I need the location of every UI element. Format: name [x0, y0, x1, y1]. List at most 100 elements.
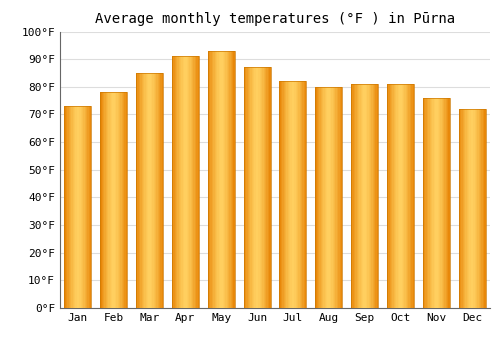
Bar: [298, 81, 300, 308]
Bar: [320, 87, 322, 308]
Bar: [248, 68, 249, 308]
Bar: [143, 73, 144, 308]
Bar: [448, 98, 450, 308]
Bar: [446, 98, 447, 308]
Bar: [410, 84, 411, 308]
Bar: [218, 51, 220, 308]
Bar: [462, 109, 464, 308]
Bar: [427, 98, 428, 308]
Bar: [220, 51, 221, 308]
Bar: [480, 109, 482, 308]
Bar: [403, 84, 404, 308]
Bar: [90, 106, 92, 308]
Bar: [76, 106, 78, 308]
Bar: [318, 87, 320, 308]
Bar: [426, 98, 427, 308]
Bar: [351, 84, 352, 308]
Bar: [412, 84, 414, 308]
Bar: [266, 68, 268, 308]
Bar: [447, 98, 448, 308]
Bar: [316, 87, 318, 308]
Bar: [330, 87, 332, 308]
Bar: [444, 98, 446, 308]
Bar: [210, 51, 212, 308]
Bar: [108, 92, 110, 308]
Bar: [213, 51, 214, 308]
Bar: [372, 84, 374, 308]
Bar: [392, 84, 394, 308]
Bar: [187, 56, 188, 308]
Bar: [244, 68, 270, 308]
Bar: [174, 56, 176, 308]
Bar: [464, 109, 466, 308]
Bar: [476, 109, 478, 308]
Bar: [358, 84, 359, 308]
Bar: [172, 56, 199, 308]
Bar: [406, 84, 407, 308]
Bar: [434, 98, 435, 308]
Bar: [356, 84, 358, 308]
Bar: [102, 92, 103, 308]
Bar: [256, 68, 257, 308]
Bar: [363, 84, 364, 308]
Bar: [212, 51, 213, 308]
Bar: [186, 56, 187, 308]
Bar: [390, 84, 391, 308]
Bar: [245, 68, 246, 308]
Bar: [107, 92, 108, 308]
Bar: [155, 73, 156, 308]
Bar: [123, 92, 124, 308]
Bar: [324, 87, 326, 308]
Bar: [118, 92, 119, 308]
Bar: [351, 84, 378, 308]
Bar: [408, 84, 410, 308]
Bar: [440, 98, 442, 308]
Bar: [184, 56, 186, 308]
Bar: [398, 84, 399, 308]
Bar: [84, 106, 86, 308]
Bar: [285, 81, 286, 308]
Bar: [228, 51, 230, 308]
Bar: [333, 87, 334, 308]
Bar: [257, 68, 258, 308]
Bar: [112, 92, 114, 308]
Bar: [280, 81, 306, 308]
Bar: [122, 92, 123, 308]
Title: Average monthly temperatures (°F ) in Pūrna: Average monthly temperatures (°F ) in Pū…: [95, 12, 455, 26]
Bar: [100, 92, 102, 308]
Bar: [284, 81, 285, 308]
Bar: [326, 87, 328, 308]
Bar: [66, 106, 67, 308]
Bar: [114, 92, 115, 308]
Bar: [119, 92, 120, 308]
Bar: [208, 51, 209, 308]
Bar: [151, 73, 152, 308]
Bar: [136, 73, 163, 308]
Bar: [72, 106, 74, 308]
Bar: [260, 68, 261, 308]
Bar: [221, 51, 222, 308]
Bar: [281, 81, 282, 308]
Bar: [280, 81, 281, 308]
Bar: [474, 109, 475, 308]
Bar: [160, 73, 162, 308]
Bar: [289, 81, 290, 308]
Bar: [334, 87, 336, 308]
Bar: [106, 92, 107, 308]
Bar: [126, 92, 127, 308]
Bar: [254, 68, 256, 308]
Bar: [399, 84, 400, 308]
Bar: [411, 84, 412, 308]
Bar: [332, 87, 333, 308]
Bar: [80, 106, 82, 308]
Bar: [364, 84, 366, 308]
Bar: [154, 73, 155, 308]
Bar: [290, 81, 292, 308]
Bar: [292, 81, 293, 308]
Bar: [262, 68, 264, 308]
Bar: [439, 98, 440, 308]
Bar: [180, 56, 182, 308]
Bar: [196, 56, 198, 308]
Bar: [258, 68, 260, 308]
Bar: [431, 98, 432, 308]
